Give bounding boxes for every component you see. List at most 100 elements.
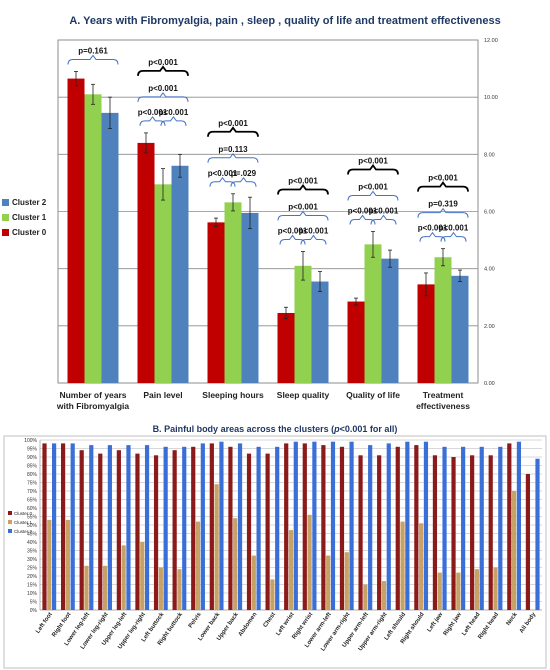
bar-cluster-2 xyxy=(241,212,259,383)
y-tick-label: 4.00 xyxy=(484,267,495,273)
y-tick-label: 12.00 xyxy=(484,38,498,44)
category-label: effectiveness xyxy=(416,401,470,411)
bar-cluster-0 xyxy=(417,284,435,383)
bar-cluster-2 xyxy=(182,446,187,610)
y-tick-label: 8.00 xyxy=(484,152,495,158)
bar-cluster-2 xyxy=(498,446,503,610)
bar-cluster-0 xyxy=(432,455,438,610)
bar-cluster-0 xyxy=(525,474,531,610)
p-value-label: p<0.001 xyxy=(369,207,399,216)
bar-cluster-1 xyxy=(158,567,163,610)
category-label: Pain level xyxy=(143,390,182,400)
bar-cluster-1 xyxy=(214,484,219,610)
legend-label: Cluster 0 xyxy=(14,511,33,516)
legend-swatch xyxy=(2,199,9,206)
bar-cluster-0 xyxy=(395,446,400,610)
y-tick-label: 55% xyxy=(27,515,38,521)
bar-cluster-0 xyxy=(358,455,363,610)
significance-bracket xyxy=(349,214,376,225)
category-label: Abdomen xyxy=(238,611,259,637)
y-tick-label: 70% xyxy=(27,489,38,495)
bar-cluster-1 xyxy=(270,579,275,610)
category-label: Left jaw xyxy=(427,611,445,633)
bar-cluster-2 xyxy=(89,445,94,610)
bar-cluster-0 xyxy=(60,443,66,610)
y-tick-label: 100% xyxy=(24,438,37,444)
chart-b-title: B. Painful body areas across the cluster… xyxy=(153,424,398,434)
y-tick-label: 75% xyxy=(27,481,38,487)
bar-cluster-1 xyxy=(154,184,172,383)
significance-bracket xyxy=(209,176,236,187)
y-tick-label: 85% xyxy=(27,464,38,470)
legend-label: Cluster 2 xyxy=(14,529,33,534)
category-label: with Fibromyalgia xyxy=(56,401,130,411)
y-tick-label: 50% xyxy=(27,523,38,529)
p-value-label: p=0.161 xyxy=(78,46,108,55)
bar-cluster-0 xyxy=(207,222,225,383)
bar-cluster-0 xyxy=(339,446,345,610)
category-label: Pelvis xyxy=(188,611,203,629)
category-label: Number of years xyxy=(59,390,126,400)
bar-cluster-0 xyxy=(116,450,121,610)
y-tick-label: 0% xyxy=(30,608,38,614)
legend-label: Cluster 2 xyxy=(12,198,47,207)
bar-cluster-2 xyxy=(535,458,540,610)
y-tick-label: 30% xyxy=(27,557,38,563)
y-tick-label: 65% xyxy=(27,498,38,504)
bar-cluster-1 xyxy=(84,94,102,383)
p-value-label: p<0.001 xyxy=(358,183,388,192)
p-value-label: p<0.001 xyxy=(439,224,469,233)
significance-bracket xyxy=(440,231,467,242)
bar-cluster-1 xyxy=(84,565,89,610)
bar-cluster-1 xyxy=(419,523,424,610)
legend-label: Cluster 1 xyxy=(14,520,33,525)
y-tick-label: 5% xyxy=(30,600,38,606)
significance-bracket xyxy=(137,65,189,76)
bar-cluster-2 xyxy=(479,446,484,610)
legend-swatch xyxy=(8,511,12,515)
y-tick-label: 40% xyxy=(27,540,38,546)
y-tick-label: 10.00 xyxy=(484,95,498,101)
bar-cluster-1 xyxy=(493,567,498,610)
p-value-label: p<0.001 xyxy=(159,108,189,117)
bar-cluster-2 xyxy=(51,443,57,610)
significance-bracket xyxy=(417,207,469,218)
bar-cluster-1 xyxy=(307,514,312,610)
p-value-label: p=0.319 xyxy=(428,200,458,209)
significance-bracket xyxy=(347,190,399,201)
p-value-label: p<0.001 xyxy=(288,177,318,186)
bar-cluster-1 xyxy=(363,584,368,610)
legend-swatch xyxy=(8,520,12,524)
p-value-label: p<0.001 xyxy=(358,157,388,166)
bar-cluster-0 xyxy=(79,450,84,610)
bar-cluster-1 xyxy=(434,257,452,383)
significance-bracket xyxy=(207,126,259,137)
bar-cluster-1 xyxy=(233,518,238,610)
bar-cluster-2 xyxy=(381,258,399,383)
p-value-label: p<0.001 xyxy=(288,203,318,212)
bar-cluster-0 xyxy=(377,455,382,610)
bar-cluster-1 xyxy=(140,542,145,610)
p-value-label: p<0.001 xyxy=(218,119,248,128)
bar-cluster-0 xyxy=(302,443,307,610)
bar-cluster-0 xyxy=(414,445,419,610)
significance-bracket xyxy=(347,164,399,175)
significance-bracket xyxy=(279,234,306,245)
legend-label: Cluster 0 xyxy=(12,228,47,237)
y-tick-label: 0.00 xyxy=(484,381,495,387)
bar-cluster-1 xyxy=(294,265,312,383)
bar-cluster-2 xyxy=(107,445,112,610)
chart-frame xyxy=(3,435,547,669)
p-value-label: p<0.001 xyxy=(428,174,458,183)
bar-cluster-1 xyxy=(512,491,517,610)
bar-cluster-0 xyxy=(470,455,475,610)
chart-b: B. Painful body areas across the cluster… xyxy=(3,424,547,669)
category-label: Sleep quality xyxy=(277,390,330,400)
y-tick-label: 45% xyxy=(27,532,38,538)
y-tick-label: 6.00 xyxy=(484,210,495,216)
significance-bracket xyxy=(277,210,329,221)
significance-bracket xyxy=(207,152,259,163)
bar-cluster-1 xyxy=(224,202,242,383)
significance-bracket xyxy=(419,231,446,242)
bar-cluster-2 xyxy=(219,441,224,610)
